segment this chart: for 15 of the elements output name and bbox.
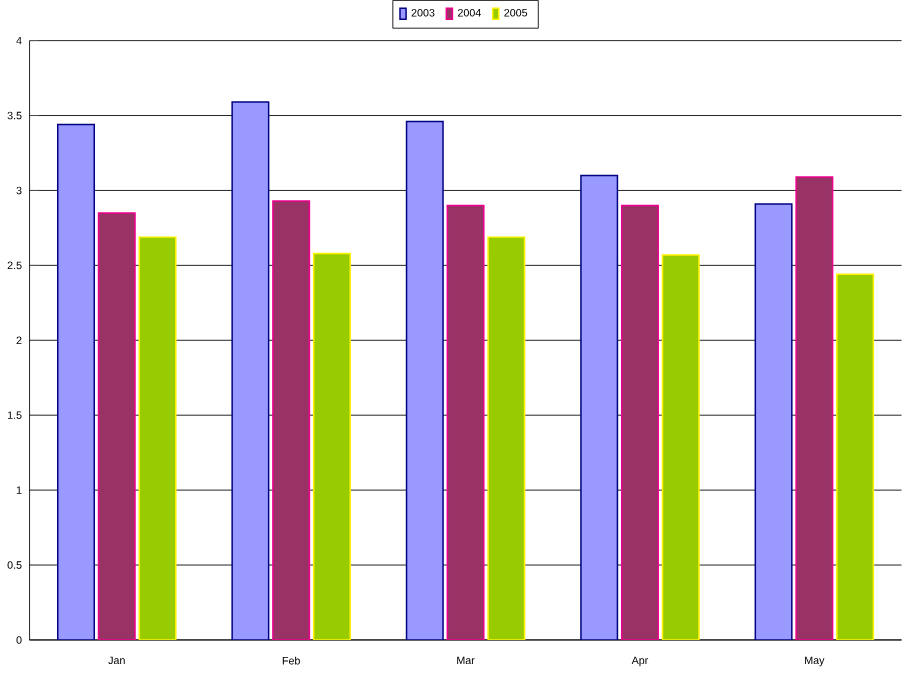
bar — [620, 204, 659, 641]
bar — [580, 175, 619, 641]
bar — [754, 203, 793, 641]
bar — [795, 176, 834, 641]
bar — [405, 121, 444, 641]
bar — [446, 204, 485, 641]
bar — [836, 273, 875, 641]
bar — [57, 124, 95, 641]
bar — [661, 254, 700, 641]
bar — [97, 212, 136, 641]
bar — [138, 236, 177, 641]
bar — [312, 252, 351, 641]
bar — [487, 236, 526, 641]
bar — [272, 200, 311, 641]
bar — [231, 101, 270, 641]
